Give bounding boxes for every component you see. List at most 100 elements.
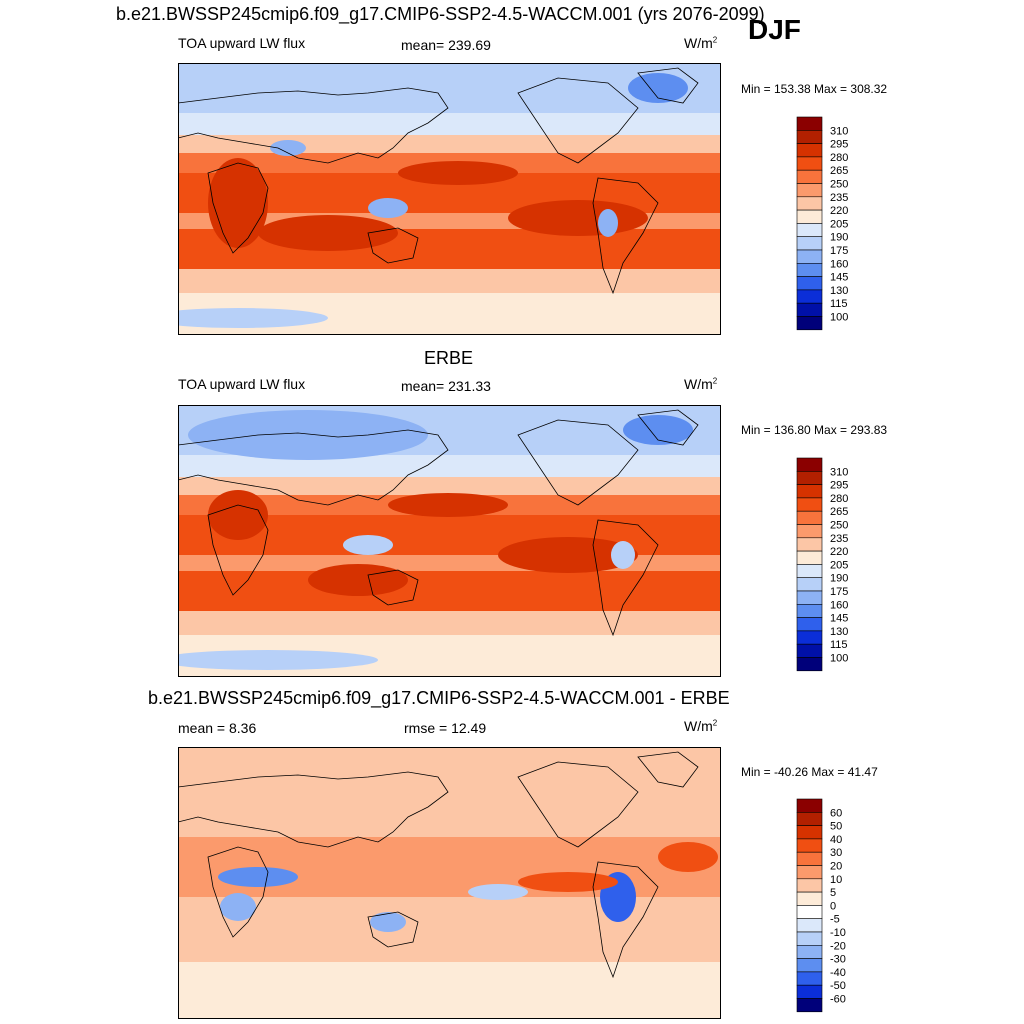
contour-region (598, 209, 618, 237)
colorbar-swatch (796, 169, 823, 184)
colorbar-swatch (796, 643, 823, 658)
colorbar-swatch (796, 838, 823, 853)
panel-1-units-base: W/m (684, 35, 713, 51)
contour-region (388, 493, 508, 517)
colorbar-swatch (796, 931, 823, 946)
colorbar-swatch (796, 657, 823, 672)
colorbar-swatch (796, 276, 823, 291)
coastline (178, 771, 449, 848)
contour-band (178, 611, 721, 635)
colorbar-swatch (796, 812, 823, 826)
colorbar-tick-label: -60 (830, 994, 846, 1006)
colorbar-tick-label: 160 (830, 258, 848, 270)
colorbar-tick-label: -5 (830, 914, 840, 926)
colorbar-tick-label: 145 (830, 613, 848, 625)
colorbar-tick-label: 175 (830, 245, 848, 257)
contour-region (308, 564, 408, 596)
panel-3-units-base: W/m (684, 718, 713, 734)
colorbar-tick-label: 50 (830, 821, 842, 833)
panel-1-units-exp: 2 (712, 35, 718, 45)
coastline (517, 761, 639, 848)
colorbar-swatch (796, 236, 823, 251)
colorbar-tick-label: 295 (830, 480, 848, 492)
panel-1-title: b.e21.BWSSP245cmip6.f09_g17.CMIP6-SSP2-4… (116, 4, 765, 24)
coastline (367, 227, 419, 264)
colorbar-swatch (796, 263, 823, 277)
colorbar-tick-label: 205 (830, 218, 848, 230)
colorbar-tick-label: 220 (830, 205, 848, 217)
colorbar-tick-label: 235 (830, 192, 848, 204)
colorbar-tick-label: -50 (830, 980, 846, 992)
panel-2-units-base: W/m (684, 376, 713, 392)
contour-region (343, 535, 393, 555)
contour-region (188, 410, 428, 460)
colorbar-swatch (796, 630, 823, 645)
colorbar-swatch (796, 196, 823, 211)
coastline (178, 429, 449, 506)
panel-3-mean: mean = 8.36 (178, 720, 257, 736)
panel-1-field (178, 63, 721, 335)
contour-region (208, 490, 268, 540)
colorbar-tick-label: 20 (830, 861, 842, 873)
colorbar-swatch (796, 998, 823, 1013)
colorbar-tick-label: 310 (830, 125, 848, 137)
panel-1-units: W/m2 (684, 35, 717, 51)
coastline (178, 87, 449, 164)
colorbar-tick-label: 265 (830, 506, 848, 518)
contour-region (611, 541, 635, 569)
colorbar-tick-label: 190 (830, 232, 848, 244)
contour-region (270, 140, 306, 156)
colorbar-tick-label: 115 (830, 639, 848, 651)
colorbar-tick-label: 205 (830, 559, 848, 571)
colorbar-tick-label: 115 (830, 298, 848, 310)
coastline (637, 409, 699, 446)
colorbar-swatch (796, 289, 823, 304)
panel-2-units: W/m2 (684, 376, 717, 392)
contour-band (178, 555, 721, 571)
colorbar-swatch (796, 130, 823, 144)
contour-band (178, 113, 721, 135)
contour-region (658, 842, 718, 872)
colorbar-tick-label: 160 (830, 599, 848, 611)
panel-2-field (178, 405, 721, 677)
colorbar-swatch (796, 316, 823, 331)
contour-band (178, 477, 721, 495)
coastline (637, 751, 699, 788)
colorbar-tick-label: 100 (830, 653, 848, 665)
panel-2-variable: TOA upward LW flux (178, 376, 306, 392)
colorbar-tick-label: -30 (830, 954, 846, 966)
panel-3-units: W/m2 (684, 718, 717, 734)
contour-band (178, 455, 721, 477)
colorbar-tick-label: -20 (830, 940, 846, 952)
colorbar-swatch (796, 958, 823, 973)
colorbar-tick-label: 190 (830, 573, 848, 585)
contour-region (368, 198, 408, 218)
panel-3-field (178, 747, 721, 1019)
colorbar-tick-label: 250 (830, 179, 848, 191)
colorbar-swatch (796, 945, 823, 959)
colorbar-swatch (796, 510, 823, 525)
panel-2-colorbar: 3102952802652502352202051901751601451301… (796, 457, 848, 672)
contour-region (178, 308, 328, 328)
coastline (592, 519, 659, 637)
colorbar-swatch (796, 851, 823, 866)
panel-1-variable: TOA upward LW flux (178, 35, 306, 51)
panel-3-rmse: rmse = 12.49 (404, 720, 487, 736)
contour-region (208, 158, 268, 248)
colorbar-tick-label: 130 (830, 285, 848, 297)
colorbar-tick-label: 60 (830, 807, 842, 819)
panel-1-colorbar: 3102952802652502352202051901751601451301… (796, 116, 848, 331)
contour-region (398, 161, 518, 185)
colorbar-swatch (796, 878, 823, 893)
colorbar-swatch (796, 537, 823, 552)
colorbar-tick-label: 30 (830, 847, 842, 859)
contour-band (178, 571, 721, 611)
panel-1-map (178, 63, 721, 335)
colorbar-tick-label: 0 (830, 900, 836, 912)
panel-2-units-exp: 2 (712, 376, 718, 386)
coastline (367, 911, 419, 948)
contour-region (498, 537, 638, 573)
contour-region (258, 215, 398, 251)
panel-1-frame (178, 63, 721, 335)
